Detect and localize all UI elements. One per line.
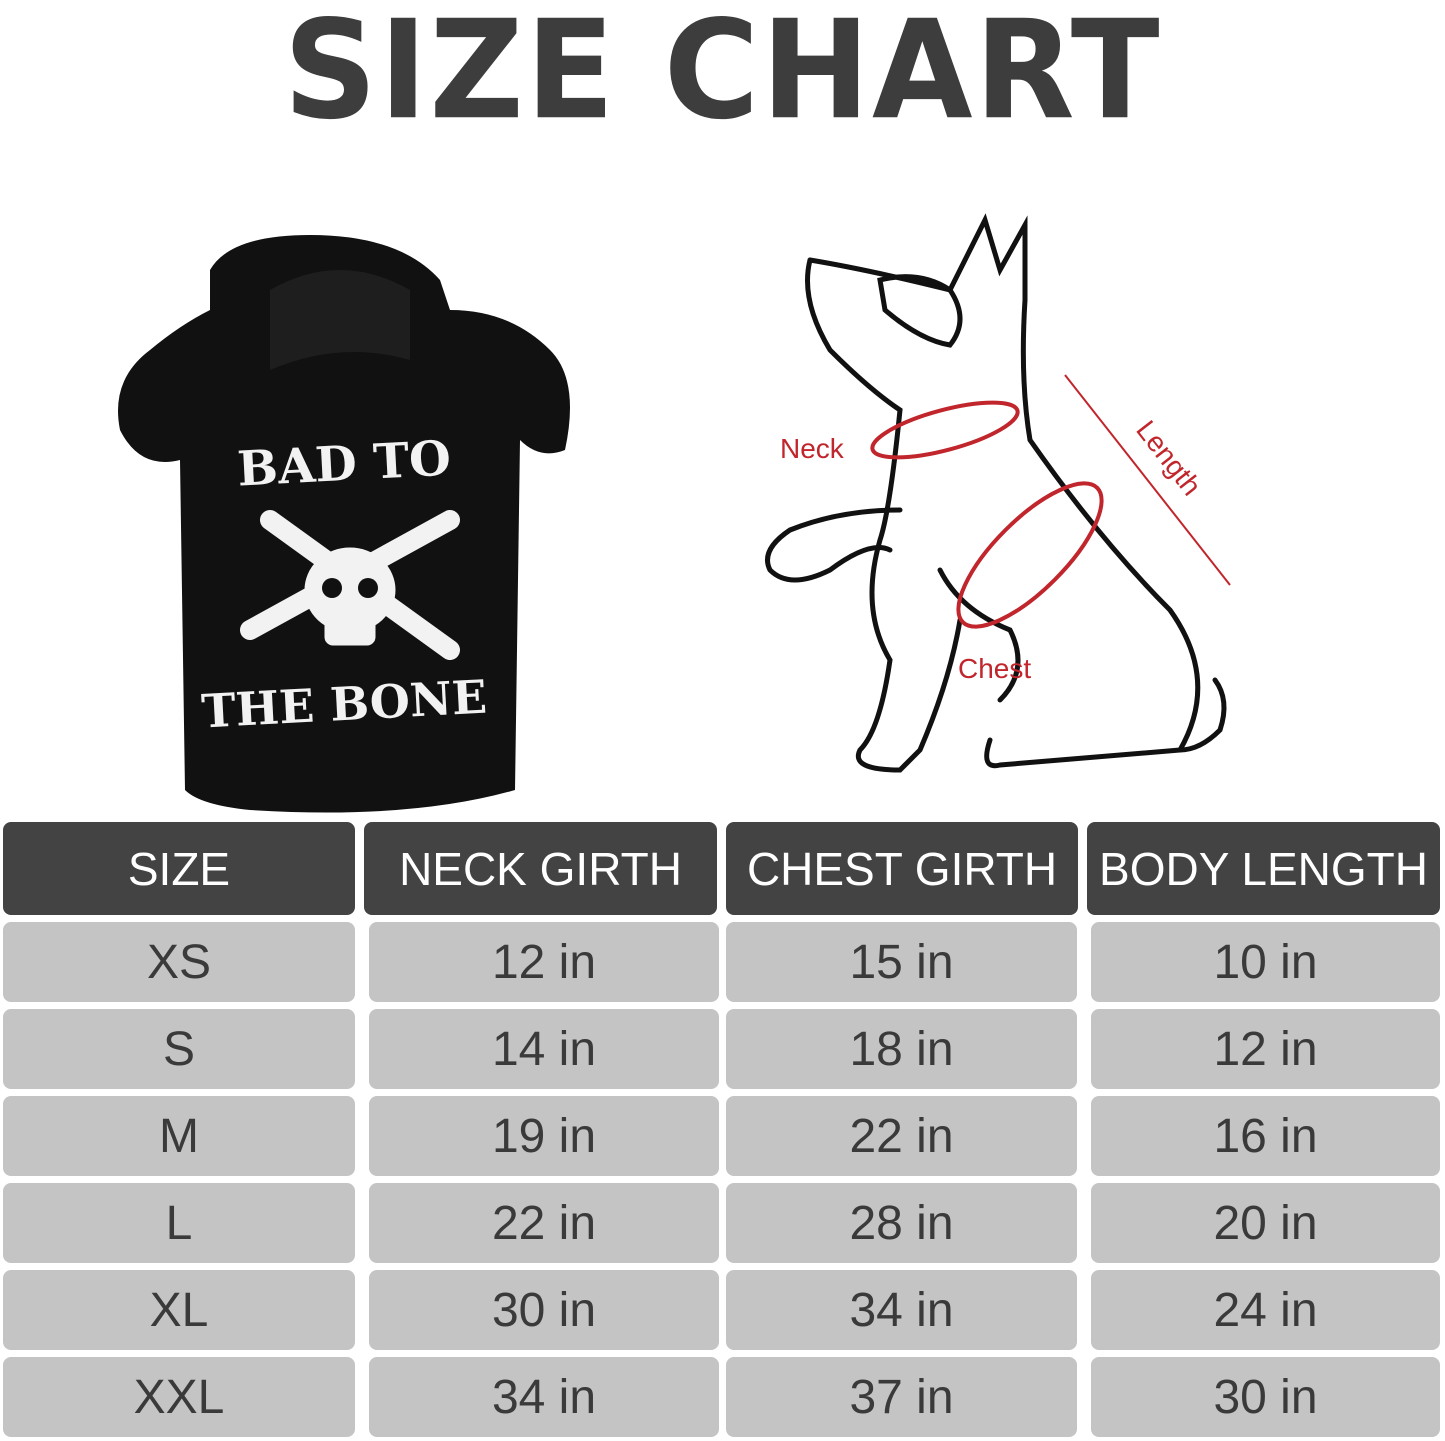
cell-chest-girth: 37 in — [726, 1357, 1077, 1437]
neck-label: Neck — [780, 433, 845, 464]
cell-neck-girth: 34 in — [369, 1357, 719, 1437]
cell-body-length: 20 in — [1091, 1183, 1440, 1263]
cell-size: S — [3, 1009, 355, 1089]
chest-label: Chest — [958, 653, 1031, 684]
cell-body-length: 16 in — [1091, 1096, 1440, 1176]
cell-size: L — [3, 1183, 355, 1263]
page-title: SIZE CHART — [283, 0, 1162, 150]
dog-measurement-diagram: Neck Length Chest — [765, 213, 1231, 773]
cell-chest-girth: 28 in — [726, 1183, 1077, 1263]
cell-body-length: 12 in — [1091, 1009, 1440, 1089]
header-neck-girth: NECK GIRTH — [364, 822, 717, 915]
header-body-length: BODY LENGTH — [1087, 822, 1440, 915]
cell-chest-girth: 18 in — [726, 1009, 1077, 1089]
header-size: SIZE — [3, 822, 355, 915]
dog-outline-icon — [765, 213, 1227, 773]
cell-body-length: 10 in — [1091, 922, 1440, 1002]
skull-crossbones-icon — [240, 510, 460, 660]
cell-size: XXL — [3, 1357, 355, 1437]
hoodie-image: BAD TO THE BONE — [118, 235, 570, 813]
hoodie-print-top: BAD TO — [236, 430, 452, 497]
cell-neck-girth: 22 in — [369, 1183, 719, 1263]
length-label: Length — [1130, 415, 1207, 502]
cell-chest-girth: 34 in — [726, 1270, 1077, 1350]
cell-chest-girth: 22 in — [726, 1096, 1077, 1176]
cell-neck-girth: 30 in — [369, 1270, 719, 1350]
cell-size: XL — [3, 1270, 355, 1350]
cell-body-length: 24 in — [1091, 1270, 1440, 1350]
cell-neck-girth: 14 in — [369, 1009, 719, 1089]
cell-size: M — [3, 1096, 355, 1176]
cell-chest-girth: 15 in — [726, 922, 1077, 1002]
cell-size: XS — [3, 922, 355, 1002]
header-chest-girth: CHEST GIRTH — [726, 822, 1078, 915]
cell-body-length: 30 in — [1091, 1357, 1440, 1437]
cell-neck-girth: 12 in — [369, 922, 719, 1002]
cell-neck-girth: 19 in — [369, 1096, 719, 1176]
